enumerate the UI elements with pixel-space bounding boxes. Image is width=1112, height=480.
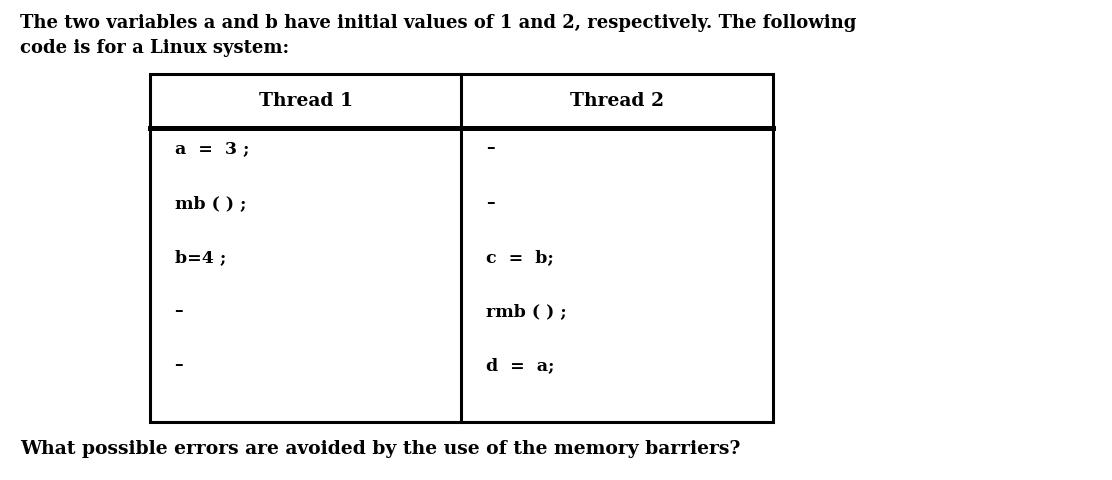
Text: The two variables a and b have initial values of 1 and 2, respectively. The foll: The two variables a and b have initial v… <box>20 14 856 57</box>
Text: What possible errors are avoided by the use of the memory barriers?: What possible errors are avoided by the … <box>20 441 741 458</box>
Text: rmb ( ) ;: rmb ( ) ; <box>486 303 567 320</box>
Text: –: – <box>175 357 183 374</box>
Text: d  =  a;: d = a; <box>486 357 555 374</box>
Text: a  =  3 ;: a = 3 ; <box>175 140 249 157</box>
Text: –: – <box>486 140 495 157</box>
Text: –: – <box>175 303 183 320</box>
Text: –: – <box>486 194 495 212</box>
Text: b=4 ;: b=4 ; <box>175 249 226 266</box>
Text: c  =  b;: c = b; <box>486 249 554 266</box>
Text: Thread 1: Thread 1 <box>259 92 353 110</box>
Text: mb ( ) ;: mb ( ) ; <box>175 194 246 212</box>
Text: Thread 2: Thread 2 <box>570 92 664 110</box>
Bar <box>150 74 773 422</box>
